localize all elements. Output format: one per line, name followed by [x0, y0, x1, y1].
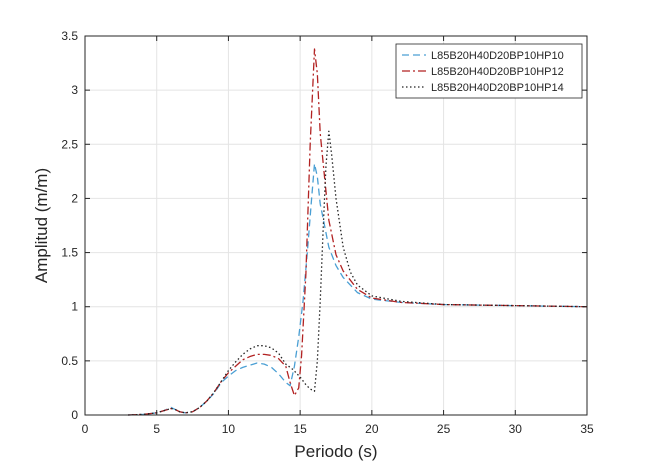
- x-tick-label: 0: [82, 422, 89, 436]
- y-tick-label: 3: [71, 83, 78, 97]
- y-tick-label: 2: [71, 191, 78, 205]
- series-line-2: [128, 48, 588, 416]
- x-tick-label: 10: [222, 422, 236, 436]
- y-axis-label: Amplitud (m/m): [32, 168, 51, 283]
- legend-box: [395, 43, 583, 99]
- x-axis-label: Periodo (s): [294, 442, 377, 461]
- y-tick-label: 2.5: [61, 137, 78, 151]
- x-tick-label: 35: [580, 422, 594, 436]
- legend-label-3: L85B20H40D20BP10HP14: [431, 82, 564, 94]
- y-tick-label: 0: [71, 408, 78, 422]
- y-tick-label: 1: [71, 300, 78, 314]
- x-tick-label: 15: [293, 422, 307, 436]
- legend: L85B20H40D20BP10HP10 L85B20H40D20BP10HP12…: [395, 43, 583, 99]
- x-tick-label: 25: [437, 422, 451, 436]
- x-tick-label: 30: [509, 422, 523, 436]
- plot-area: [85, 36, 587, 415]
- legend-label-1: L85B20H40D20BP10HP10: [431, 50, 564, 62]
- ticks: 0 5 10 15 20 25 30 35 0 0.5 1 1.5 2 2.5 3 3.5: [61, 29, 594, 436]
- legend-items: L85B20H40D20BP10HP10 L85B20H40D20BP10HP12…: [402, 50, 564, 94]
- y-tick-label: 0.5: [61, 354, 78, 368]
- x-tick-label: 20: [365, 422, 379, 436]
- axes-frame: [84, 35, 588, 416]
- y-tick-label: 3.5: [61, 29, 78, 43]
- legend-label-2: L85B20H40D20BP10HP12: [431, 66, 564, 78]
- x-tick-label: 5: [153, 422, 160, 436]
- series-group: [128, 48, 588, 416]
- y-tick-label: 1.5: [61, 246, 78, 260]
